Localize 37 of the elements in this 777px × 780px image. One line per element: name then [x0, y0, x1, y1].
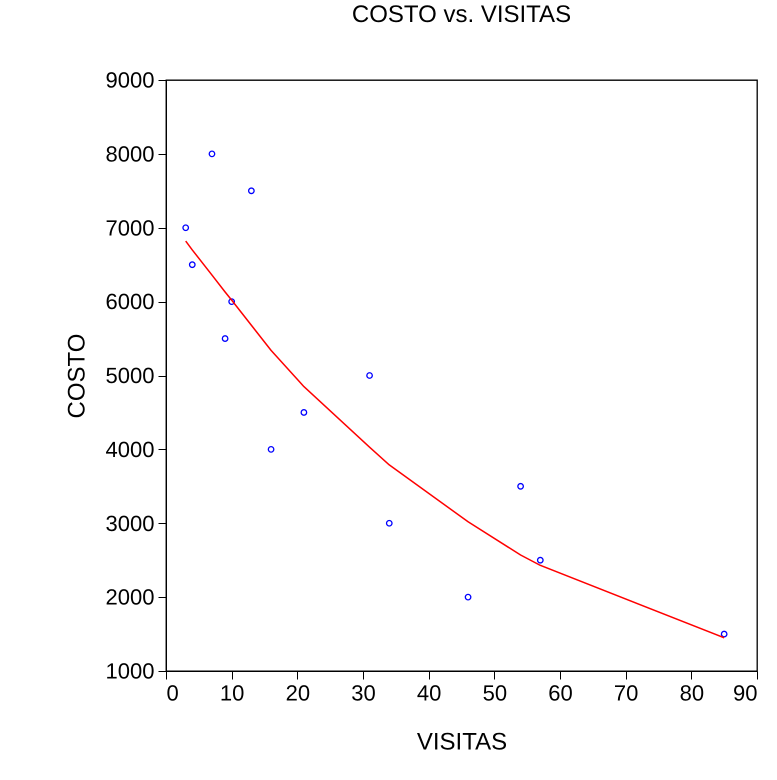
point [386, 520, 393, 527]
x-tick-label: 70 [614, 680, 638, 706]
x-tick-label: 40 [416, 680, 442, 706]
point [720, 630, 728, 638]
y-tick-label: 4000 [106, 436, 154, 462]
point [222, 335, 228, 342]
y-tick-label: 2000 [106, 584, 154, 610]
x-tick-label: 60 [548, 680, 573, 706]
y-tick-label: 5000 [106, 363, 154, 388]
point [268, 446, 274, 453]
x-tick-label: 10 [220, 680, 244, 706]
point [228, 298, 236, 306]
point [188, 261, 196, 268]
point [366, 372, 373, 379]
x-tick-label: 80 [680, 680, 704, 706]
chart-title: COSTO vs. VISITAS [352, 1, 572, 28]
point [248, 187, 255, 194]
x-tick-label: 90 [733, 680, 758, 706]
x-axis-title: VISITAS [416, 728, 508, 756]
point [517, 482, 524, 490]
y-tick-label: 7000 [106, 215, 154, 240]
point [300, 409, 308, 416]
y-tick-label: 3000 [106, 510, 154, 536]
y-tick-label: 8000 [106, 141, 154, 166]
x-tick-label: 20 [286, 680, 310, 706]
point [182, 224, 190, 232]
y-tick-label: 1000 [106, 658, 154, 684]
x-tick-label: 0 [166, 680, 179, 706]
x-tick-label: 30 [351, 680, 376, 706]
y-tick-label: 9000 [106, 68, 154, 92]
y-axis-title: COSTO [64, 334, 91, 418]
y-tick-label: 6000 [106, 289, 154, 314]
point [536, 556, 544, 564]
line-series [184, 240, 725, 639]
point [208, 150, 216, 158]
point [464, 594, 472, 601]
x-tick-label: 50 [482, 680, 508, 706]
